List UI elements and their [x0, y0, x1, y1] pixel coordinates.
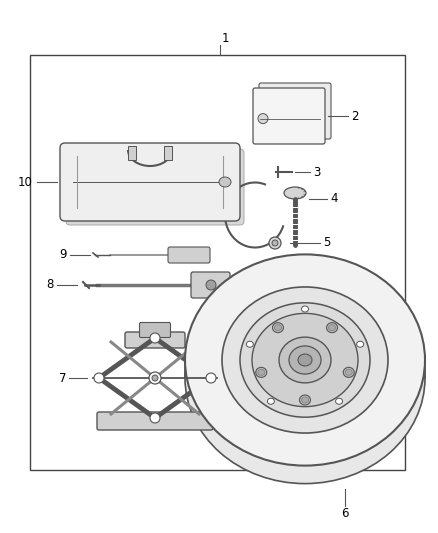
Text: 8: 8: [46, 279, 54, 292]
Ellipse shape: [298, 354, 312, 366]
Ellipse shape: [284, 187, 306, 199]
Text: 2: 2: [351, 109, 358, 123]
Ellipse shape: [328, 325, 336, 330]
Text: 1: 1: [222, 31, 230, 44]
Ellipse shape: [301, 397, 308, 403]
Ellipse shape: [150, 413, 160, 423]
FancyBboxPatch shape: [168, 247, 210, 263]
Ellipse shape: [240, 303, 370, 417]
Ellipse shape: [345, 369, 352, 375]
Ellipse shape: [279, 337, 331, 383]
Ellipse shape: [152, 375, 158, 381]
Text: 9: 9: [60, 248, 67, 262]
FancyBboxPatch shape: [97, 412, 213, 430]
Text: 10: 10: [18, 175, 33, 189]
FancyBboxPatch shape: [191, 272, 230, 298]
Ellipse shape: [272, 322, 283, 333]
Ellipse shape: [336, 398, 343, 404]
FancyBboxPatch shape: [125, 332, 185, 348]
Ellipse shape: [252, 313, 358, 407]
Ellipse shape: [300, 395, 311, 405]
Text: 5: 5: [323, 237, 330, 249]
FancyBboxPatch shape: [60, 143, 240, 221]
Bar: [164, 146, 172, 160]
Text: 7: 7: [59, 372, 66, 384]
Ellipse shape: [149, 372, 161, 384]
Text: 4: 4: [330, 192, 338, 206]
Ellipse shape: [206, 373, 216, 383]
Text: 3: 3: [313, 166, 320, 179]
Ellipse shape: [327, 322, 338, 333]
Bar: [30, 55, 405, 470]
Ellipse shape: [150, 333, 160, 343]
FancyBboxPatch shape: [253, 88, 325, 144]
Ellipse shape: [185, 254, 425, 466]
Ellipse shape: [289, 346, 321, 374]
Ellipse shape: [246, 341, 253, 347]
Ellipse shape: [185, 272, 425, 483]
Bar: [128, 146, 136, 160]
Ellipse shape: [258, 114, 268, 124]
Ellipse shape: [275, 325, 282, 330]
Ellipse shape: [343, 367, 354, 377]
FancyBboxPatch shape: [139, 322, 170, 337]
Ellipse shape: [94, 373, 104, 383]
Ellipse shape: [301, 306, 308, 312]
Ellipse shape: [219, 177, 231, 187]
Ellipse shape: [268, 398, 275, 404]
Ellipse shape: [222, 287, 388, 433]
FancyBboxPatch shape: [66, 149, 244, 225]
Ellipse shape: [258, 369, 265, 375]
Ellipse shape: [206, 280, 216, 290]
Ellipse shape: [272, 240, 278, 246]
Text: 6: 6: [341, 507, 349, 520]
FancyBboxPatch shape: [259, 83, 331, 139]
Ellipse shape: [269, 237, 281, 249]
Ellipse shape: [256, 367, 267, 377]
Ellipse shape: [357, 341, 364, 347]
